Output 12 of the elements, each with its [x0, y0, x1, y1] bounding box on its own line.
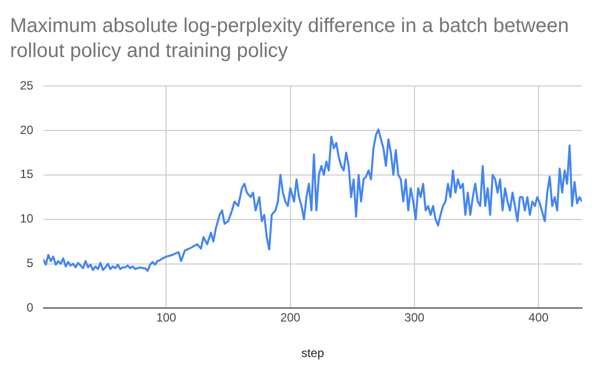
y-tick-label: 10: [20, 212, 34, 226]
y-tick-label: 0: [26, 300, 34, 315]
y-tick-label: 20: [20, 122, 34, 137]
y-tick-label: 25: [20, 78, 34, 92]
x-tick-label: 300: [404, 310, 425, 325]
x-tick-label: 100: [156, 310, 177, 325]
x-tick-label: 400: [528, 310, 549, 325]
x-axis-title: step: [301, 346, 324, 360]
x-tick-label: 200: [280, 310, 301, 325]
chart-title: Maximum absolute log-perplexity difference in a batch between rollout policy and training policy: [10, 15, 569, 62]
y-tick-label: 5: [26, 256, 34, 270]
y-tick-label: 15: [20, 167, 34, 182]
